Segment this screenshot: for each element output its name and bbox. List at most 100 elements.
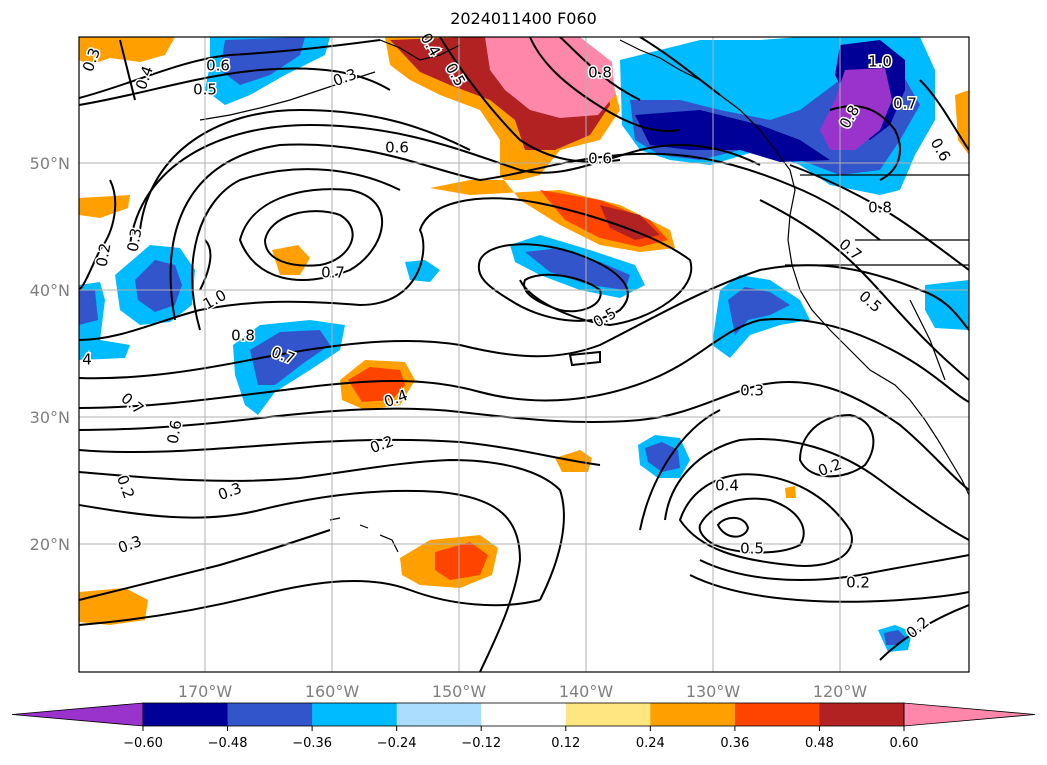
lon-label: 140°W <box>559 682 614 701</box>
colorbar-extend-low <box>11 702 144 727</box>
contour-line <box>79 318 969 409</box>
contour-line <box>79 264 969 380</box>
lat-label: 40°N <box>30 281 70 300</box>
gridlines <box>79 37 969 672</box>
latitude-labels: 50°N 40°N 30°N 20°N <box>30 154 70 554</box>
shade-hawaii-red <box>435 542 488 580</box>
contour-line <box>79 179 117 291</box>
contour-line <box>119 39 136 101</box>
contour-line <box>698 497 805 554</box>
shade-small-cyan <box>405 260 440 282</box>
contour-line <box>169 143 881 321</box>
shade-central-darkred2 <box>600 205 660 240</box>
contour-line <box>263 210 354 267</box>
contour-line <box>639 409 721 531</box>
contour-line <box>529 37 681 132</box>
contour-line <box>759 199 969 381</box>
contour-label: 0.5 <box>740 540 764 558</box>
contour-line <box>129 123 761 246</box>
lon-label: 130°W <box>686 682 741 701</box>
colorbar-tick-label: 0.36 <box>720 736 749 751</box>
colorbar-segment <box>565 703 651 726</box>
contour-line <box>678 473 853 567</box>
contour-label: 0.6 <box>588 150 612 168</box>
colorbar-segment <box>650 703 736 726</box>
contour-label: 0.7 <box>893 95 917 113</box>
contour-label: 0.2 <box>93 242 115 269</box>
colorbar-tick-label: −0.60 <box>123 736 163 751</box>
shade-ne-purple <box>820 68 892 150</box>
lat-label: 50°N <box>30 154 70 173</box>
contour-label: 0.2 <box>846 574 870 592</box>
colorbar-segment <box>734 703 820 726</box>
lon-label: 150°W <box>432 682 487 701</box>
shade-east-blue <box>728 287 790 335</box>
contour-label: 1.0 <box>868 53 892 71</box>
shade-nw-orange <box>79 37 175 65</box>
contour-line <box>79 381 969 491</box>
colorbar-segment <box>143 703 229 726</box>
colorbar-extend-high <box>903 702 1036 727</box>
contour-label: 0.5 <box>193 81 217 99</box>
shade-west-small-orange <box>272 245 310 275</box>
contour-line <box>238 188 383 281</box>
contour-line <box>79 458 565 601</box>
shade-west-orange <box>79 195 130 218</box>
colorbar-tick-label: −0.24 <box>377 736 417 751</box>
colorbar-segment <box>396 703 482 726</box>
contour-label: 0.8 <box>588 64 612 82</box>
lon-label: 160°W <box>305 682 360 701</box>
contour-line <box>191 168 401 331</box>
contour-line <box>139 108 471 231</box>
shade-sw-orange <box>79 588 148 625</box>
contour-line <box>477 243 629 322</box>
contour-line <box>699 554 969 581</box>
contour-line <box>199 239 212 291</box>
contour-line <box>919 79 969 151</box>
shade-subtrop-red <box>348 367 405 402</box>
contour-line <box>689 574 969 603</box>
shade-west-edge-blue <box>79 290 98 325</box>
contour-line <box>79 39 381 99</box>
state-borders <box>785 174 969 381</box>
contour-line <box>829 105 901 181</box>
colorbar-tick-label: −0.36 <box>292 736 332 751</box>
contour-line <box>716 516 750 538</box>
contour-label: 0.7 <box>321 264 345 282</box>
map-title: 2024011400 F060 <box>450 9 597 28</box>
contour-line <box>79 438 601 466</box>
contour-label: 4 <box>82 351 92 369</box>
longitude-labels: 170°W 160°W 150°W 140°W 130°W 120°W <box>178 682 868 701</box>
contour-label: 0.4 <box>715 477 739 495</box>
colorbar: −0.60 −0.48 −0.36 −0.24 −0.12 0.12 0.24 0.36 0.4… <box>11 702 1036 751</box>
shade-east-edge-orange <box>955 90 969 155</box>
colorbar-frame <box>142 702 905 727</box>
colorbar-segment <box>312 703 398 726</box>
shade-small-blue2 <box>645 442 680 472</box>
shade-sub-blue <box>250 330 330 385</box>
shade-ne-navy <box>635 110 830 162</box>
contour-label: 0.8 <box>868 199 892 217</box>
contour-line <box>879 604 969 661</box>
contour-line <box>559 37 641 101</box>
coastline-alaska <box>379 39 461 61</box>
colorbar-tick-label: 0.24 <box>636 736 665 751</box>
shaded-fields <box>79 37 969 672</box>
contour-line <box>664 438 969 541</box>
contour-line <box>523 273 602 313</box>
contour-label: 0.8 <box>231 327 255 345</box>
contour-line <box>79 67 391 106</box>
contour-label: 0.6 <box>385 139 409 157</box>
map-frame <box>78 36 970 673</box>
contour-line <box>439 37 621 163</box>
contour-line <box>798 413 875 478</box>
contour-line <box>79 579 541 626</box>
contour-line <box>568 350 601 367</box>
contour-line <box>79 489 522 672</box>
coastline-aleutians <box>199 71 376 121</box>
contour-lines <box>79 37 969 672</box>
lat-label: 30°N <box>30 408 70 427</box>
contour-line <box>79 529 331 601</box>
colorbar-segment <box>227 703 313 726</box>
